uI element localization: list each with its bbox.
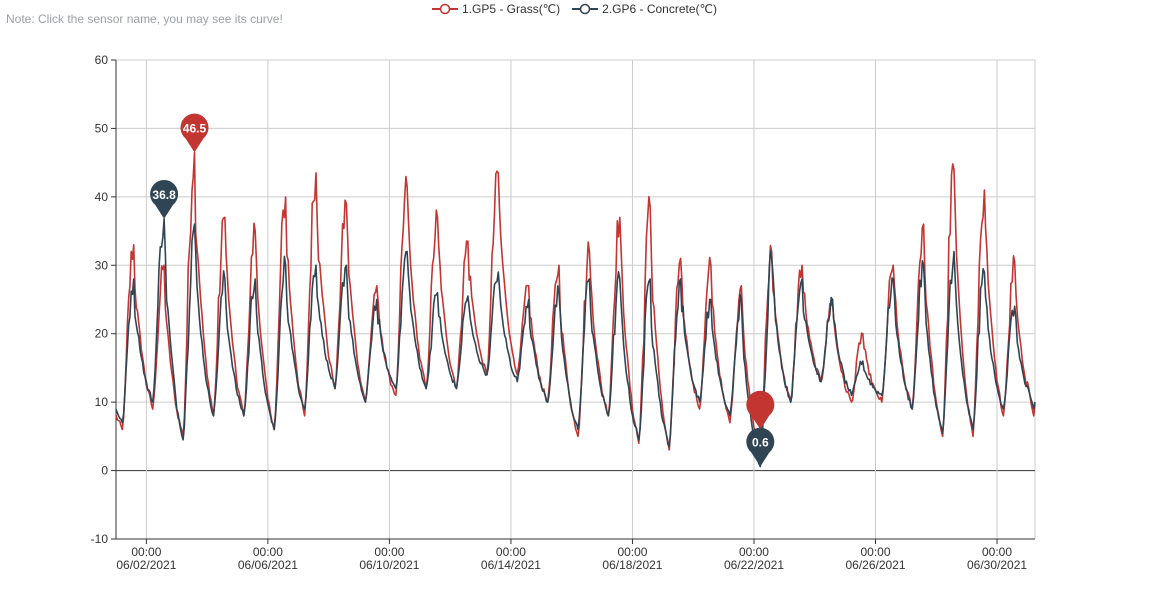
y-tick-label: 10 xyxy=(95,395,109,409)
marker-pin xyxy=(150,180,179,219)
instruction-note: Note: Click the sensor name, you may see… xyxy=(6,12,283,26)
y-tick-label: 60 xyxy=(95,53,109,67)
x-tick-date-label: 06/22/2021 xyxy=(724,558,784,572)
x-tick-time-label: 00:00 xyxy=(860,545,890,559)
legend-concrete-line-icon xyxy=(572,3,599,15)
y-tick-label: 50 xyxy=(95,121,109,135)
x-tick-time-label: 00:00 xyxy=(131,545,161,559)
y-tick-label: 40 xyxy=(95,190,109,204)
x-tick-time-label: 00:00 xyxy=(982,545,1012,559)
x-tick-time-label: 00:00 xyxy=(496,545,526,559)
legend-concrete-label: 2.GP6 - Concrete(℃) xyxy=(602,2,717,16)
chart-grid xyxy=(115,59,1036,540)
series-line-0 xyxy=(115,151,1036,451)
chart-markers: 46.5 36.8 0.6 xyxy=(150,113,775,467)
marker-label: 36.8 xyxy=(152,188,176,202)
series-line-1 xyxy=(115,218,1036,468)
x-tick-date-label: 06/30/2021 xyxy=(967,558,1027,572)
x-tick-date-label: 06/02/2021 xyxy=(116,558,176,572)
x-tick-time-label: 00:00 xyxy=(253,545,283,559)
x-tick-date-label: 06/06/2021 xyxy=(238,558,298,572)
x-tick-date-label: 06/26/2021 xyxy=(845,558,905,572)
y-tick-label: 30 xyxy=(95,258,109,272)
chart-legend: 1.GP5 - Grass(℃) 2.GP6 - Concrete(℃) xyxy=(432,2,717,16)
y-tick-label: 20 xyxy=(95,327,109,341)
x-tick-date-label: 06/14/2021 xyxy=(481,558,541,572)
marker-label: 0.6 xyxy=(752,435,769,449)
x-tick-date-label: 06/18/2021 xyxy=(602,558,662,572)
legend-item-grass[interactable]: 1.GP5 - Grass(℃) xyxy=(432,2,560,16)
y-tick-label: -10 xyxy=(91,532,109,546)
y-tick-label: 0 xyxy=(101,464,108,478)
x-tick-date-label: 06/10/2021 xyxy=(359,558,419,572)
x-tick-time-label: 00:00 xyxy=(374,545,404,559)
marker-label: 46.5 xyxy=(183,121,207,135)
legend-grass-line-icon xyxy=(432,3,458,15)
marker-pin xyxy=(180,113,209,153)
x-tick-time-label: 00:00 xyxy=(739,545,769,559)
legend-grass-label: 1.GP5 - Grass(℃) xyxy=(462,2,561,16)
chart-series xyxy=(115,151,1036,468)
chart-axes: -10010203040506000:0006/02/202100:0006/0… xyxy=(91,53,1035,572)
marker-pin xyxy=(746,390,775,430)
legend-item-concrete[interactable]: 2.GP6 - Concrete(℃) xyxy=(572,2,717,16)
plot-frame xyxy=(115,59,1036,540)
x-tick-time-label: 00:00 xyxy=(617,545,647,559)
marker-pin xyxy=(746,427,775,467)
